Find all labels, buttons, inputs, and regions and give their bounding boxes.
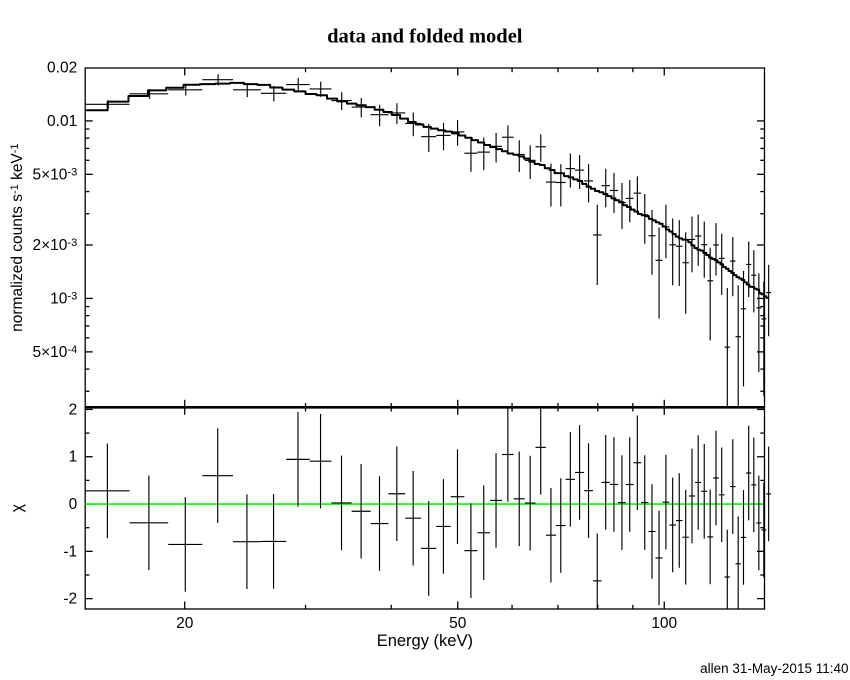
svg-text:1: 1 [69, 449, 78, 466]
svg-text:χ: χ [9, 503, 26, 512]
svg-text:100: 100 [651, 615, 677, 632]
svg-text:Energy (keV): Energy (keV) [377, 632, 473, 650]
svg-text:data and folded model: data and folded model [327, 26, 523, 48]
svg-text:normalized counts s-1 keV-1: normalized counts s-1 keV-1 [9, 143, 26, 331]
svg-text:-2: -2 [63, 591, 77, 608]
svg-text:50: 50 [449, 615, 467, 632]
svg-text:allen 31-May-2015 11:40: allen 31-May-2015 11:40 [700, 661, 848, 676]
svg-text:0: 0 [69, 496, 78, 513]
svg-text:20: 20 [176, 615, 194, 632]
svg-text:-1: -1 [63, 543, 77, 560]
svg-text:0.02: 0.02 [47, 59, 77, 76]
svg-text:2: 2 [69, 401, 78, 418]
svg-text:0.01: 0.01 [47, 113, 77, 130]
